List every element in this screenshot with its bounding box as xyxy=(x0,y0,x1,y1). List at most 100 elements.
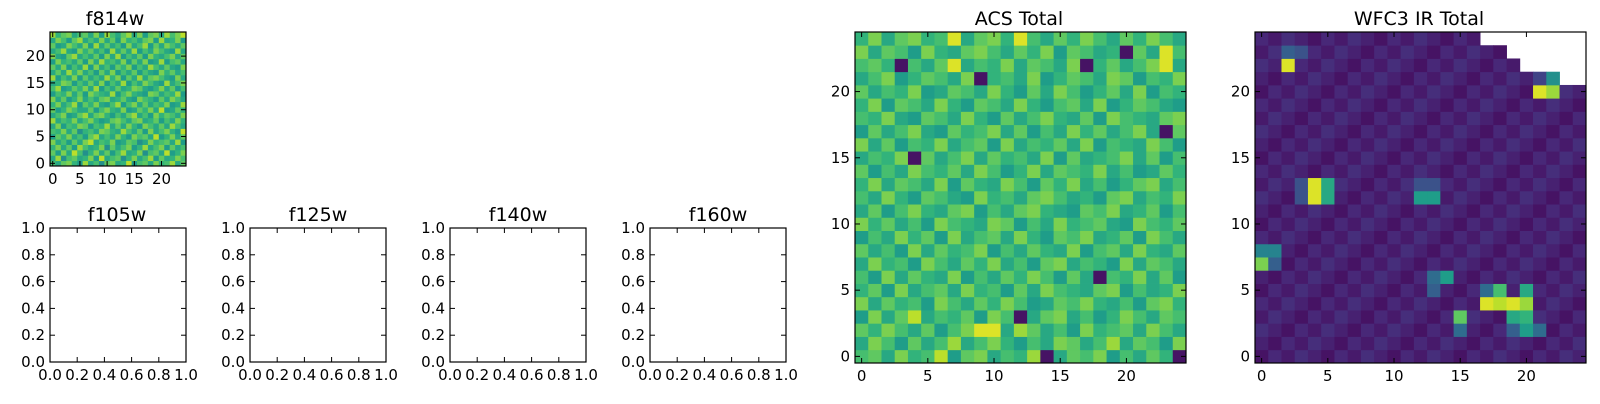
heatmap-cell xyxy=(109,117,116,124)
heatmap-cell xyxy=(1374,84,1388,99)
heatmap-cell xyxy=(1334,32,1349,46)
heatmap-cell xyxy=(1146,111,1160,126)
heatmap-cell xyxy=(1480,296,1494,311)
heatmap-cell xyxy=(1519,217,1534,231)
heatmap-cell xyxy=(1133,84,1147,99)
heatmap-cell xyxy=(137,80,143,86)
heatmap-cell xyxy=(855,111,869,126)
heatmap-cell xyxy=(115,139,122,145)
heatmap-cell xyxy=(868,177,882,192)
heatmap-cell xyxy=(1321,257,1335,271)
heatmap-cell xyxy=(88,90,94,97)
heatmap-cell xyxy=(104,101,111,108)
heatmap-cell xyxy=(175,112,181,119)
heatmap-cell xyxy=(1533,283,1547,298)
heatmap-cell xyxy=(1546,323,1560,337)
heatmap-cell xyxy=(1321,124,1335,139)
heatmap-cell xyxy=(1546,310,1560,324)
heatmap-cell xyxy=(1146,177,1160,192)
heatmap-cell xyxy=(126,155,132,162)
heatmap-cell xyxy=(175,53,181,60)
heatmap-cell xyxy=(50,69,56,76)
heatmap-cell xyxy=(1307,296,1322,311)
heatmap-cell xyxy=(1440,137,1454,152)
heatmap-cell xyxy=(1559,111,1574,126)
heatmap-cell xyxy=(987,45,1002,59)
heatmap-cell xyxy=(77,155,84,162)
heatmap-cell xyxy=(1480,323,1494,337)
heatmap-cell xyxy=(1559,257,1574,271)
heatmap-cell xyxy=(1106,58,1121,73)
heatmap-cell xyxy=(88,53,94,60)
heatmap-cell xyxy=(1546,270,1560,284)
heatmap-cell xyxy=(1255,190,1269,205)
heatmap-cell xyxy=(109,96,116,103)
heatmap-cell xyxy=(1413,84,1428,99)
heatmap-cell xyxy=(987,190,1002,205)
heatmap-cell xyxy=(1347,190,1362,205)
heatmap-cell xyxy=(881,204,896,218)
heatmap-cell xyxy=(50,155,56,162)
heatmap-cell xyxy=(104,85,111,92)
heatmap-cell xyxy=(1080,217,1094,231)
heatmap-cell xyxy=(1013,45,1028,59)
heatmap-cell xyxy=(93,85,100,92)
heatmap-cell xyxy=(66,37,73,44)
heatmap-cell xyxy=(131,155,138,162)
heatmap-cell xyxy=(1519,124,1534,139)
heatmap-cell xyxy=(1387,177,1402,192)
heatmap-cell xyxy=(1572,283,1587,298)
heatmap-cell xyxy=(960,151,975,165)
heatmap-cell xyxy=(77,80,84,86)
heatmap-cell xyxy=(1387,71,1402,86)
heatmap-cell xyxy=(93,160,100,167)
heatmap-cell xyxy=(1119,336,1134,351)
heatmap-cell xyxy=(120,42,127,49)
heatmap-cell xyxy=(66,90,73,97)
y-tick-label: 0.0 xyxy=(221,353,245,371)
heatmap-cell xyxy=(93,112,100,119)
heatmap-cell xyxy=(1307,257,1322,271)
heatmap-cell xyxy=(1106,217,1121,231)
heatmap-cell xyxy=(921,111,935,126)
heatmap-cell xyxy=(1360,164,1375,179)
heatmap-cell xyxy=(1172,296,1187,311)
heatmap-cell xyxy=(868,124,882,139)
heatmap-cell xyxy=(1133,137,1147,152)
heatmap-cell xyxy=(1480,164,1494,179)
heatmap-cell xyxy=(934,45,949,59)
heatmap-cell xyxy=(1172,111,1187,126)
heatmap-cell xyxy=(1400,124,1415,139)
heatmap-cell xyxy=(855,310,869,324)
x-tick-label: 0.0 xyxy=(638,366,662,384)
heatmap-cell xyxy=(1480,257,1494,271)
heatmap-cell xyxy=(1572,164,1587,179)
heatmap-cell xyxy=(1093,137,1107,152)
heatmap-cell xyxy=(158,117,165,124)
heatmap-cell xyxy=(1281,58,1296,73)
heatmap-cell xyxy=(1146,32,1160,46)
heatmap-cell xyxy=(1040,204,1054,218)
heatmap-cell xyxy=(1387,217,1402,231)
heatmap-cell xyxy=(1172,230,1187,245)
heatmap-cell xyxy=(1427,98,1441,112)
heatmap-cell xyxy=(164,117,171,124)
heatmap-cell xyxy=(1040,217,1054,231)
heatmap-cell xyxy=(120,96,127,103)
y-tick-label: 0.2 xyxy=(221,326,245,344)
heatmap-cell xyxy=(77,69,84,76)
heatmap-cell xyxy=(881,137,896,152)
heatmap-cell xyxy=(169,149,176,156)
heatmap-cell xyxy=(1119,177,1134,192)
heatmap-cell xyxy=(855,243,869,258)
heatmap-cell xyxy=(115,69,122,76)
heatmap-cell xyxy=(93,64,100,70)
heatmap-cell xyxy=(82,96,89,103)
heatmap-cell xyxy=(1294,296,1309,311)
heatmap-cell xyxy=(1559,98,1574,112)
heatmap-cell xyxy=(1255,243,1269,258)
heatmap-cell xyxy=(1453,98,1468,112)
heatmap-cell xyxy=(164,149,171,156)
heatmap-cell xyxy=(60,48,67,54)
